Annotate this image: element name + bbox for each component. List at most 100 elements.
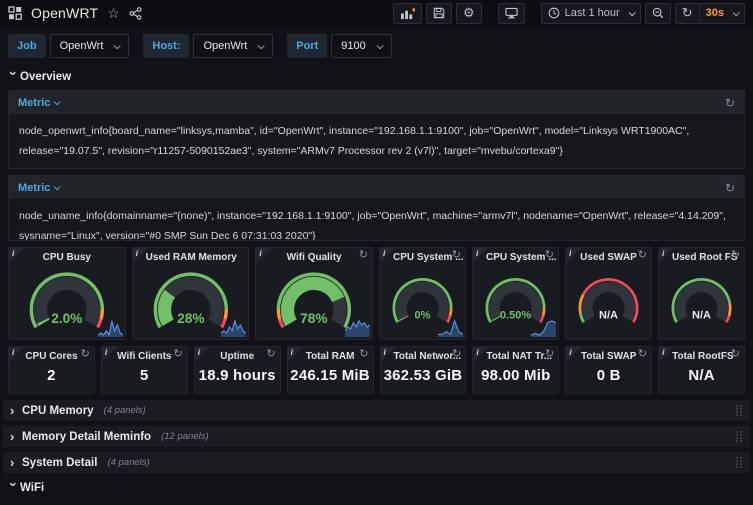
variable-job-select[interactable]: OpenWrt (49, 34, 130, 58)
row-wifi[interactable]: › WiFi (2, 478, 751, 497)
row-memory-detail-meminfo[interactable]: › Memory Detail Meminfo (12 panels) (3, 426, 750, 447)
gauge-cpu-system-1: i CPU System ... 0% ↻ (378, 247, 466, 340)
chevron-right-icon: › (10, 455, 15, 470)
panel-title[interactable]: Uptime (220, 351, 255, 362)
refresh-icon[interactable]: ↻ (358, 249, 368, 261)
star-icon[interactable]: ☆ (107, 5, 120, 21)
share-icon[interactable] (129, 6, 142, 20)
refresh-icon[interactable]: ↻ (452, 348, 462, 360)
stat-total-ram: i Total RAM ↻ 246.15 MiB (286, 346, 374, 394)
stat-value: 5 (140, 367, 149, 384)
gauge-arc: 0% (380, 265, 465, 338)
panel-title[interactable]: Used SWAP (580, 252, 637, 263)
refresh-icon[interactable]: ↻ (730, 249, 741, 261)
panel-count: (4 panels) (107, 457, 150, 468)
gauge-cpu-system-2: i CPU System ... 0.50% ↻ (471, 247, 559, 340)
row-wifi-title: WiFi (20, 481, 45, 494)
panel-title[interactable]: Total NAT Tr... (486, 351, 553, 362)
panel-title[interactable]: Total RAM (305, 351, 355, 362)
refresh-icon[interactable]: ↻ (724, 180, 735, 195)
add-panel-button[interactable] (392, 2, 422, 24)
gauge-wifi-quality: i Wifi Quality 78% ↻ (255, 247, 373, 340)
metric-query-text: node_openwrt_info{board_name="linksys,ma… (19, 125, 690, 158)
dashboard-grid-icon[interactable] (8, 6, 22, 20)
top-nav: OpenWRT ☆ ⚙ Last 1 hour ↻ 30s (0, 0, 753, 26)
drag-handle[interactable] (735, 430, 743, 443)
drag-handle[interactable] (735, 456, 743, 469)
stat-value: 246.15 MiB (290, 367, 370, 384)
stat-value: N/A (688, 367, 715, 384)
panel-title[interactable]: CPU Busy (42, 252, 91, 263)
gauge-arc: 2.0% (9, 265, 125, 338)
row-system-detail[interactable]: › System Detail (4 panels) (3, 452, 750, 473)
chevron-down-icon (54, 183, 62, 191)
dashboard-title[interactable]: OpenWRT (31, 5, 99, 21)
gauge-arc: N/A (659, 265, 744, 338)
save-dashboard-button[interactable] (425, 2, 452, 24)
refresh-icon[interactable]: ↻ (730, 348, 740, 360)
gauge-value: 28% (177, 311, 204, 326)
cycle-view-mode-button[interactable] (497, 2, 525, 24)
panel-title[interactable]: Total RootFS (672, 351, 734, 362)
stat-value: 362.53 GiB (383, 367, 463, 384)
metric-panel-title[interactable]: Metric (18, 182, 62, 194)
chevron-down-icon (732, 8, 740, 16)
refresh-icon[interactable]: ↻ (266, 348, 276, 360)
gauge-cpu-busy: i CPU Busy 2.0% (8, 247, 126, 340)
refresh-icon[interactable]: ↻ (545, 348, 555, 360)
refresh-icon[interactable]: ↻ (637, 348, 648, 360)
panel-title[interactable]: Total Networ... (393, 351, 462, 362)
refresh-icon[interactable]: ↻ (359, 348, 369, 360)
settings-gear-button[interactable]: ⚙ (455, 2, 482, 24)
panel-title[interactable]: Total SWAP (581, 351, 637, 362)
refresh-icon[interactable]: ↻ (637, 249, 648, 261)
stat-value: 2 (47, 367, 56, 384)
drag-handle[interactable] (735, 404, 743, 417)
metric-query-text: node_uname_info{domainname="(none)", ins… (19, 210, 726, 240)
chevron-down-icon (54, 98, 62, 106)
panel-title[interactable]: CPU System ... (485, 252, 557, 263)
refresh-icon[interactable]: ↻ (544, 249, 554, 261)
stat-total-nat: i Total NAT Tr... ↻ 98.00 Mib (472, 346, 560, 394)
gauge-value: 78% (300, 311, 327, 326)
metric-panel-header: Metric ↻ (9, 176, 744, 199)
sparkline (344, 319, 370, 337)
chevron-down-icon (114, 41, 122, 49)
variable-host-label: Host: (143, 34, 190, 58)
stat-row: i CPU Cores ↻ 2 i Wifi Clients ↻ 5 i Upt… (8, 346, 745, 394)
time-range-picker[interactable]: Last 1 hour (540, 2, 641, 24)
row-cpu-memory[interactable]: › CPU Memory (4 panels) (3, 400, 750, 421)
plus-icon (412, 7, 415, 12)
variable-host-select[interactable]: OpenWrt (193, 34, 274, 58)
stat-wifi-clients: i Wifi Clients ↻ 5 (100, 346, 188, 394)
refresh-icon[interactable]: ↻ (173, 348, 183, 360)
gauge-arc: 28% (133, 265, 249, 338)
variable-port-select[interactable]: 9100 (331, 34, 392, 58)
refresh-dashboard-button[interactable]: ↻ (674, 2, 700, 24)
variable-port-label: Port (287, 34, 328, 58)
gauge-used-root-fs: i Used Root FS N/A ↻ (658, 247, 746, 340)
zoom-out-button[interactable] (644, 2, 671, 24)
variable-job-label: Job (8, 34, 46, 58)
panel-title[interactable]: Used RAM Memory (145, 252, 237, 263)
refresh-icon[interactable]: ↻ (451, 249, 461, 261)
variable-job: Job OpenWrt (8, 34, 130, 58)
panel-title[interactable]: Wifi Clients (117, 351, 172, 362)
row-overview[interactable]: › Overview (2, 67, 751, 86)
panel-title[interactable]: Wifi Quality (286, 252, 342, 263)
gauge-value: 0% (415, 310, 431, 322)
stat-cpu-cores: i CPU Cores ↻ 2 (8, 346, 95, 394)
panel-title[interactable]: CPU Cores (25, 351, 78, 362)
gauge-used-swap: i Used SWAP N/A ↻ (565, 247, 653, 340)
stat-value: 18.9 hours (198, 367, 276, 384)
gauge-arc: 78% (256, 265, 372, 338)
metric-panel-title[interactable]: Metric (18, 97, 62, 109)
refresh-icon[interactable]: ↻ (724, 95, 735, 110)
gauge-used-ram-memory: i Used RAM Memory 28% (131, 247, 250, 340)
metric-panel-uname-info: Metric ↻ node_uname_info{domainname="(no… (8, 175, 745, 241)
refresh-icon[interactable]: ↻ (80, 348, 90, 360)
panel-title[interactable]: CPU System ... (392, 252, 464, 263)
refresh-interval-picker[interactable]: 30s (698, 2, 745, 24)
panel-title[interactable]: Used Root FS (672, 252, 738, 263)
gauge-value: 2.0% (51, 311, 82, 326)
